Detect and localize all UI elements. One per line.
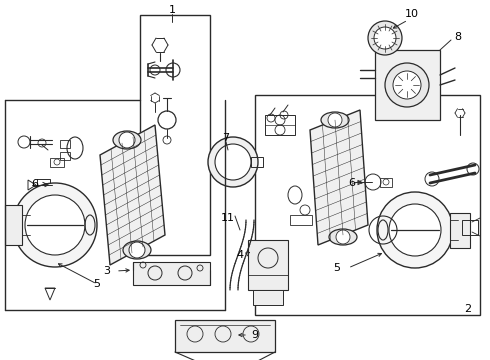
Polygon shape: [28, 180, 36, 190]
Bar: [248, 240, 288, 290]
Text: 8: 8: [454, 32, 462, 42]
Bar: [251, 157, 263, 167]
Bar: [50, 158, 64, 167]
Text: 5: 5: [334, 263, 341, 273]
Text: 5: 5: [94, 279, 100, 289]
Circle shape: [129, 242, 145, 258]
Polygon shape: [100, 125, 165, 265]
Text: 1: 1: [169, 5, 175, 15]
Circle shape: [377, 192, 453, 268]
Circle shape: [389, 204, 441, 256]
Bar: [140, 15, 210, 255]
Ellipse shape: [123, 241, 151, 259]
Text: 3: 3: [103, 266, 111, 276]
Circle shape: [336, 230, 350, 244]
Text: 9: 9: [251, 330, 259, 340]
Circle shape: [328, 113, 342, 127]
Circle shape: [208, 137, 258, 187]
Circle shape: [13, 183, 97, 267]
Text: 6: 6: [348, 178, 356, 188]
Bar: [60, 140, 70, 148]
Circle shape: [215, 144, 251, 180]
Bar: [290, 215, 312, 225]
Text: 2: 2: [465, 304, 471, 314]
Bar: [253, 290, 283, 305]
Circle shape: [25, 195, 85, 255]
Ellipse shape: [113, 131, 141, 149]
Text: 7: 7: [222, 133, 229, 143]
Ellipse shape: [321, 112, 349, 128]
Text: 10: 10: [405, 9, 419, 19]
Bar: [37, 179, 50, 191]
Bar: [450, 213, 470, 248]
Bar: [255, 95, 480, 315]
Ellipse shape: [329, 229, 357, 245]
Bar: [60, 152, 70, 160]
Text: 6: 6: [31, 179, 39, 189]
Bar: [5, 205, 22, 245]
Circle shape: [393, 71, 421, 99]
Text: 4: 4: [237, 250, 244, 260]
Bar: [133, 262, 210, 285]
Circle shape: [385, 63, 429, 107]
Circle shape: [166, 63, 180, 77]
Polygon shape: [45, 288, 55, 300]
Bar: [380, 178, 392, 187]
Bar: [265, 115, 295, 135]
Bar: [462, 220, 478, 235]
Circle shape: [374, 27, 396, 49]
Bar: [175, 320, 275, 352]
Polygon shape: [310, 110, 368, 245]
Text: 11: 11: [221, 213, 235, 223]
Bar: [375, 50, 440, 120]
Circle shape: [368, 21, 402, 55]
Circle shape: [119, 132, 135, 148]
